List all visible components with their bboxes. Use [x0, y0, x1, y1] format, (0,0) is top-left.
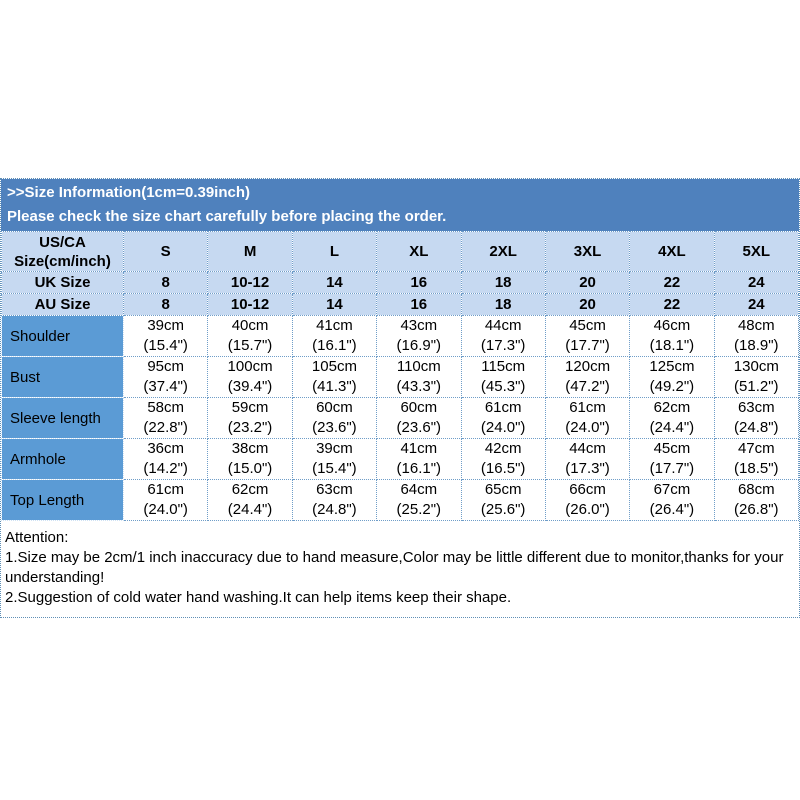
measurement-value-cell: 120cm (47.2"): [544, 356, 631, 398]
measurement-value-cell: 64cm (25.2"): [376, 479, 462, 521]
table-row: Bust 95cm (37.4") 100cm (39.4") 105cm (41.3…: [1, 356, 800, 398]
conversion-row-label: UK Size: [1, 271, 124, 294]
conversion-value-cell: 24: [713, 293, 800, 316]
measurement-value-cell: 115cm (45.3"): [460, 356, 546, 398]
conversion-value-cell: 16: [376, 271, 462, 294]
measurement-value-cell: 100cm (39.4"): [207, 356, 293, 398]
measurement-value-cell: 58cm (22.8"): [122, 397, 209, 439]
measurement-row-label: Sleeve length: [1, 397, 124, 439]
measurement-value-cell: 62cm (24.4"): [207, 479, 293, 521]
measurement-value-cell: 63cm (24.8"): [713, 397, 800, 439]
measurement-row-label: Top Length: [1, 479, 124, 521]
measurement-value-cell: 125cm (49.2"): [629, 356, 715, 398]
corner-header-cell: US/CA Size(cm/inch): [1, 231, 124, 272]
size-header-cell: XL: [376, 231, 462, 272]
size-table: US/CA Size(cm/inch) S M L XL 2XL 3XL 4XL 5XL UK S…: [1, 231, 800, 521]
size-header-cell: 3XL: [544, 231, 631, 272]
conversion-value-cell: 20: [544, 293, 631, 316]
size-chart-panel: >>Size Information(1cm=0.39inch) Please …: [0, 178, 800, 618]
table-row: UK Size 8 10-12 14 16 18 20 22 24: [1, 271, 800, 294]
table-row: US/CA Size(cm/inch) S M L XL 2XL 3XL 4XL 5XL: [1, 231, 800, 272]
measurement-value-cell: 60cm (23.6"): [291, 397, 378, 439]
measurement-value-cell: 67cm (26.4"): [629, 479, 715, 521]
measurement-value-cell: 61cm (24.0"): [122, 479, 209, 521]
conversion-value-cell: 8: [122, 293, 209, 316]
table-row: Top Length 61cm (24.0") 62cm (24.4") 63cm (…: [1, 479, 800, 521]
measurement-row-label: Armhole: [1, 438, 124, 480]
measurement-value-cell: 60cm (23.6"): [376, 397, 462, 439]
measurement-value-cell: 63cm (24.8"): [291, 479, 378, 521]
measurement-row-label: Bust: [1, 356, 124, 398]
measurement-value-cell: 45cm (17.7"): [629, 438, 715, 480]
measurement-value-cell: 95cm (37.4"): [122, 356, 209, 398]
size-header-cell: 2XL: [460, 231, 546, 272]
size-info-banner: >>Size Information(1cm=0.39inch) Please …: [1, 179, 799, 231]
measurement-value-cell: 59cm (23.2"): [207, 397, 293, 439]
size-header-cell: 5XL: [713, 231, 800, 272]
measurement-value-cell: 42cm (16.5"): [460, 438, 546, 480]
size-header-cell: S: [122, 231, 209, 272]
measurement-value-cell: 44cm (17.3"): [460, 315, 546, 357]
conversion-value-cell: 24: [713, 271, 800, 294]
conversion-value-cell: 22: [629, 271, 715, 294]
measurement-value-cell: 39cm (15.4"): [291, 438, 378, 480]
attention-title: Attention:: [5, 529, 69, 546]
banner-subtitle: Please check the size chart carefully be…: [7, 208, 447, 225]
measurement-value-cell: 39cm (15.4"): [122, 315, 209, 357]
conversion-value-cell: 16: [376, 293, 462, 316]
conversion-row-label: AU Size: [1, 293, 124, 316]
measurement-value-cell: 68cm (26.8"): [713, 479, 800, 521]
size-header-cell: L: [291, 231, 378, 272]
banner-title: >>Size Information(1cm=0.39inch): [7, 184, 250, 201]
conversion-value-cell: 18: [460, 271, 546, 294]
measurement-value-cell: 36cm (14.2"): [122, 438, 209, 480]
measurement-value-cell: 48cm (18.9"): [713, 315, 800, 357]
attention-note-1: 1.Size may be 2cm/1 inch inaccuracy due …: [5, 549, 784, 586]
measurement-value-cell: 61cm (24.0"): [544, 397, 631, 439]
measurement-value-cell: 46cm (18.1"): [629, 315, 715, 357]
conversion-value-cell: 10-12: [207, 293, 293, 316]
measurement-value-cell: 41cm (16.1"): [376, 438, 462, 480]
measurement-value-cell: 41cm (16.1"): [291, 315, 378, 357]
size-header-cell: 4XL: [629, 231, 715, 272]
measurement-value-cell: 65cm (25.6"): [460, 479, 546, 521]
measurement-value-cell: 44cm (17.3"): [544, 438, 631, 480]
measurement-value-cell: 61cm (24.0"): [460, 397, 546, 439]
conversion-value-cell: 8: [122, 271, 209, 294]
table-row: Shoulder 39cm (15.4") 40cm (15.7") 41cm (16…: [1, 315, 800, 357]
table-row: AU Size 8 10-12 14 16 18 20 22 24: [1, 293, 800, 316]
attention-section: Attention: 1.Size may be 2cm/1 inch inac…: [1, 521, 799, 617]
measurement-value-cell: 66cm (26.0"): [544, 479, 631, 521]
measurement-value-cell: 130cm (51.2"): [713, 356, 800, 398]
size-header-cell: M: [207, 231, 293, 272]
conversion-value-cell: 22: [629, 293, 715, 316]
table-row: Armhole 36cm (14.2") 38cm (15.0") 39cm (15.…: [1, 438, 800, 480]
measurement-value-cell: 105cm (41.3"): [291, 356, 378, 398]
measurement-value-cell: 43cm (16.9"): [376, 315, 462, 357]
measurement-row-label: Shoulder: [1, 315, 124, 357]
conversion-value-cell: 18: [460, 293, 546, 316]
conversion-value-cell: 14: [291, 271, 378, 294]
measurement-value-cell: 45cm (17.7"): [544, 315, 631, 357]
measurement-value-cell: 40cm (15.7"): [207, 315, 293, 357]
table-row: Sleeve length 58cm (22.8") 59cm (23.2") 60c…: [1, 397, 800, 439]
measurement-value-cell: 38cm (15.0"): [207, 438, 293, 480]
measurement-value-cell: 110cm (43.3"): [376, 356, 462, 398]
attention-note-2: 2.Suggestion of cold water hand washing.…: [5, 589, 512, 606]
conversion-value-cell: 10-12: [207, 271, 293, 294]
measurement-value-cell: 47cm (18.5"): [713, 438, 800, 480]
measurement-value-cell: 62cm (24.4"): [629, 397, 715, 439]
conversion-value-cell: 20: [544, 271, 631, 294]
conversion-value-cell: 14: [291, 293, 378, 316]
